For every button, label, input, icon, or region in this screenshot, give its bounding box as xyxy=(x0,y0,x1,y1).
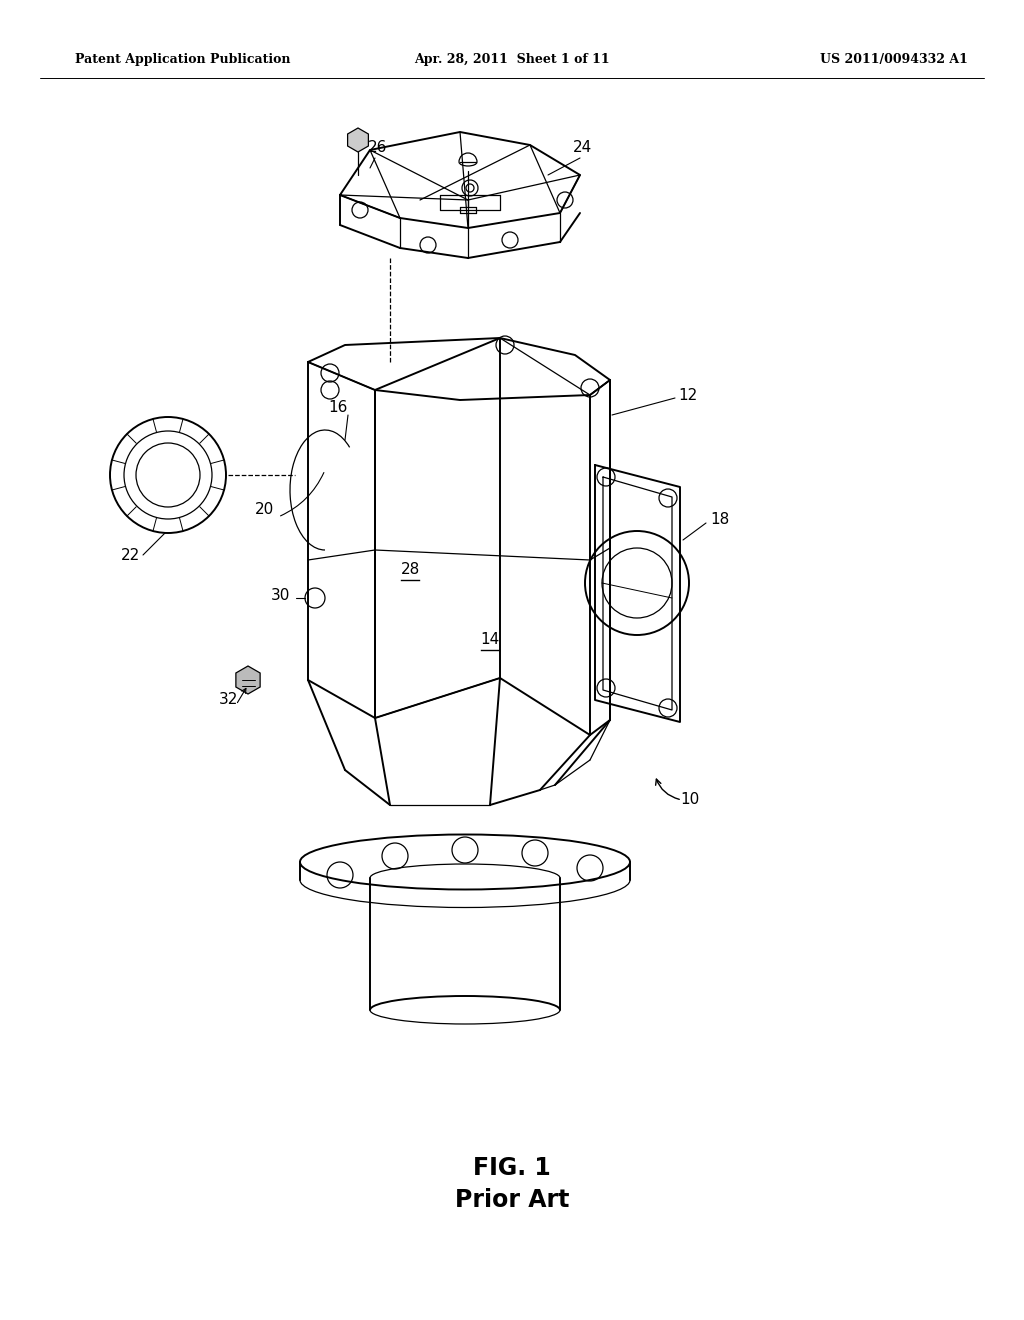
Text: 26: 26 xyxy=(369,140,388,156)
Text: 30: 30 xyxy=(270,587,290,602)
Text: 22: 22 xyxy=(121,548,139,562)
Text: 16: 16 xyxy=(329,400,348,416)
Text: 20: 20 xyxy=(255,503,274,517)
Text: 14: 14 xyxy=(480,632,500,648)
Text: 32: 32 xyxy=(218,693,238,708)
Text: 18: 18 xyxy=(711,512,730,528)
Text: Patent Application Publication: Patent Application Publication xyxy=(75,54,291,66)
Text: 12: 12 xyxy=(678,388,697,403)
Text: Prior Art: Prior Art xyxy=(455,1188,569,1212)
Text: US 2011/0094332 A1: US 2011/0094332 A1 xyxy=(820,54,968,66)
Polygon shape xyxy=(347,128,369,152)
Text: 28: 28 xyxy=(400,562,420,578)
Text: Apr. 28, 2011  Sheet 1 of 11: Apr. 28, 2011 Sheet 1 of 11 xyxy=(414,54,610,66)
Text: 10: 10 xyxy=(680,792,699,808)
Polygon shape xyxy=(236,667,260,694)
Text: FIG. 1: FIG. 1 xyxy=(473,1156,551,1180)
Text: 24: 24 xyxy=(572,140,592,156)
